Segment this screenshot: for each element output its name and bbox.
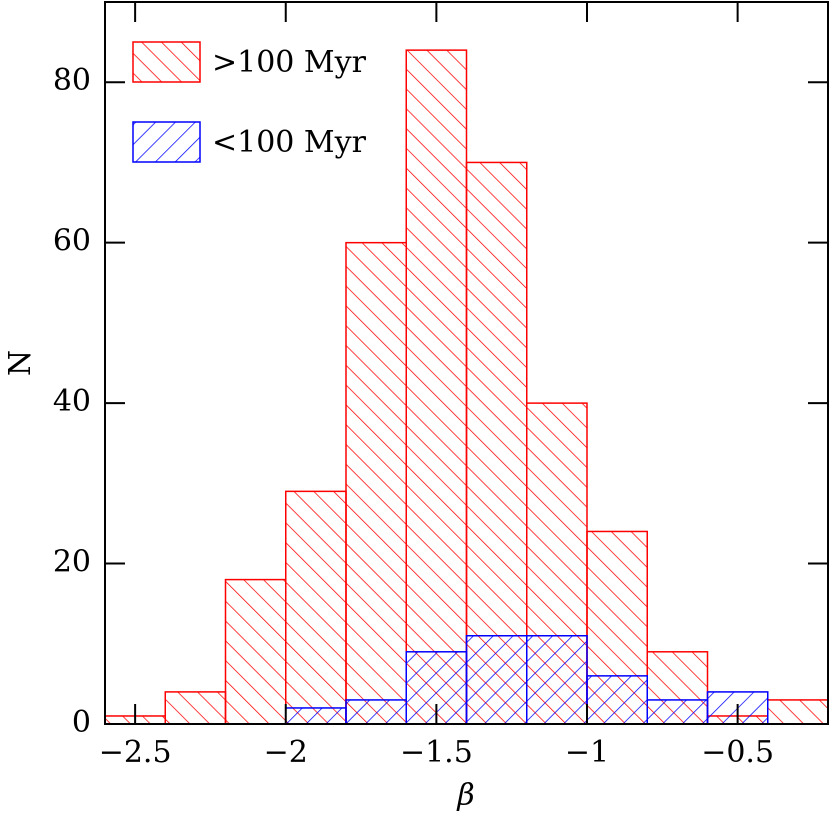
histogram-bar [345,699,407,725]
legend-swatch [132,121,201,163]
histogram-bar [767,699,829,725]
y-axis-label: N [3,350,38,376]
histogram-bar [285,707,347,725]
x-tick-label: −1.5 [400,735,473,770]
y-tick-label: 60 [53,224,91,259]
y-tick-label: 40 [53,384,91,419]
histogram-bar [224,578,287,725]
legend-label: >100 Myr [212,45,367,80]
y-tick-label: 80 [53,63,91,98]
y-tick-label: 20 [53,545,91,580]
x-tick-label: −2 [264,735,308,770]
y-tick-label: 0 [72,705,91,740]
histogram-bar [526,635,588,725]
histogram-bar [465,635,528,725]
x-axis-label: β [456,778,474,813]
histogram-bar [586,675,648,725]
plot-frame [104,1,829,725]
x-tick-label: −2.5 [99,735,172,770]
legend-label: <100 Myr [212,125,367,160]
histogram-bar [345,241,407,725]
legend-swatch [132,41,201,83]
histogram-bar [164,691,227,725]
histogram-bar [646,699,709,725]
histogram-bar [285,490,347,725]
x-tick-label: −1 [565,735,609,770]
histogram-bar [405,49,468,725]
x-tick-label: −0.5 [701,735,774,770]
